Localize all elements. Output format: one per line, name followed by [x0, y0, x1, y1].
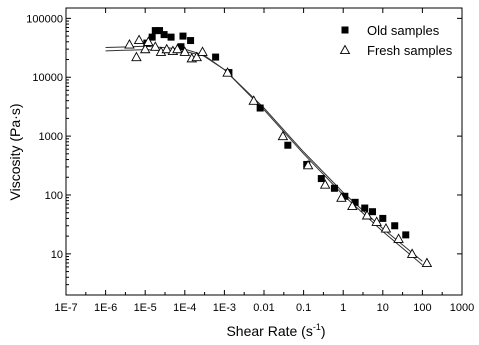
old-sample-point — [148, 33, 156, 41]
fresh-sample-point — [319, 179, 331, 189]
fresh-sample-point — [222, 67, 233, 77]
x-tick-label: 1E-6 — [94, 302, 117, 314]
y-axis-title: Viscosity (Pa·s) — [7, 104, 23, 201]
old-sample-point — [351, 198, 359, 206]
x-tick-label: 1E-5 — [134, 302, 157, 314]
fresh-sample-point — [191, 51, 202, 62]
x-tick-label: 0.01 — [253, 302, 274, 314]
legend-label: Fresh samples — [367, 43, 453, 58]
x-tick-label: 1E-4 — [173, 302, 196, 314]
old-sample-point — [391, 222, 399, 230]
old-sample-point — [330, 184, 338, 192]
fresh-sample-point — [197, 46, 208, 56]
fresh-sample-point — [371, 216, 382, 226]
old-sample-point — [177, 43, 185, 51]
fresh-sample-point — [361, 209, 373, 220]
x-tick-label: 0.1 — [296, 302, 311, 314]
fit-line — [105, 49, 423, 262]
fresh-sample-point — [380, 223, 392, 233]
fresh-sample-point — [124, 39, 135, 49]
x-tick-label: 1E-3 — [213, 302, 236, 314]
x-axis: 1E-7 1E-6 1E-5 1E-4 1E-3 0.01 0.1 1 10 100 1000 — [54, 8, 474, 314]
y-tick-label: 100000 — [26, 13, 63, 25]
old-sample-point — [341, 192, 349, 200]
y-axis: 10 100 1000 10000 100000 — [26, 13, 462, 296]
x-tick-label: 10 — [377, 302, 389, 314]
fit-lines — [105, 45, 423, 266]
old-sample-point — [256, 104, 264, 112]
old-sample-point — [284, 141, 292, 149]
old-sample-point — [212, 53, 220, 61]
fresh-sample-point — [179, 46, 191, 56]
fresh-sample-point — [150, 41, 161, 51]
y-tick-label: 100 — [45, 190, 63, 202]
legend-marker — [339, 44, 351, 55]
y-tick-label: 1000 — [39, 131, 63, 143]
old-sample-point — [151, 27, 159, 35]
fresh-sample-point — [161, 43, 173, 54]
fresh-sample-point — [302, 159, 314, 170]
old-sample-point — [187, 37, 195, 45]
fresh-sample-point — [143, 36, 154, 46]
fresh-sample-point — [248, 95, 259, 105]
fresh-sample-point — [139, 43, 151, 54]
old-sample-point — [160, 31, 168, 39]
x-axis-title-superscript: -1 — [313, 322, 321, 332]
old-sample-point — [369, 208, 377, 216]
y-tick-label: 10000 — [32, 72, 63, 84]
old-sample-point — [317, 175, 325, 183]
fresh-sample-point — [133, 34, 145, 44]
old-sample-point — [156, 27, 164, 35]
old-sample-point — [179, 32, 187, 40]
fresh-sample-point — [406, 248, 418, 258]
y-tick-label: 10 — [51, 249, 63, 261]
fresh-sample-point — [277, 130, 289, 141]
data-markers — [124, 27, 433, 268]
legend-label: Old samples — [367, 23, 440, 38]
fresh-sample-point — [131, 51, 142, 62]
old-sample-point — [379, 214, 387, 222]
x-tick-label: 1E-7 — [54, 302, 77, 314]
old-sample-point — [402, 231, 410, 239]
fresh-sample-point — [421, 257, 433, 268]
legend: Old samples Fresh samples — [339, 23, 453, 58]
x-tick-label: 1 — [340, 302, 346, 314]
x-tick-label: 100 — [413, 302, 431, 314]
x-tick-label: 1000 — [450, 302, 474, 314]
fresh-sample-point — [347, 200, 358, 211]
legend-marker — [341, 26, 349, 34]
x-axis-title: Shear Rate (s-1) — [226, 322, 325, 339]
fresh-sample-point — [336, 192, 347, 202]
old-sample-point — [167, 33, 175, 41]
old-sample-point — [361, 204, 369, 212]
fresh-sample-point — [172, 43, 183, 54]
fresh-sample-point — [393, 233, 404, 243]
fit-line — [105, 45, 423, 266]
